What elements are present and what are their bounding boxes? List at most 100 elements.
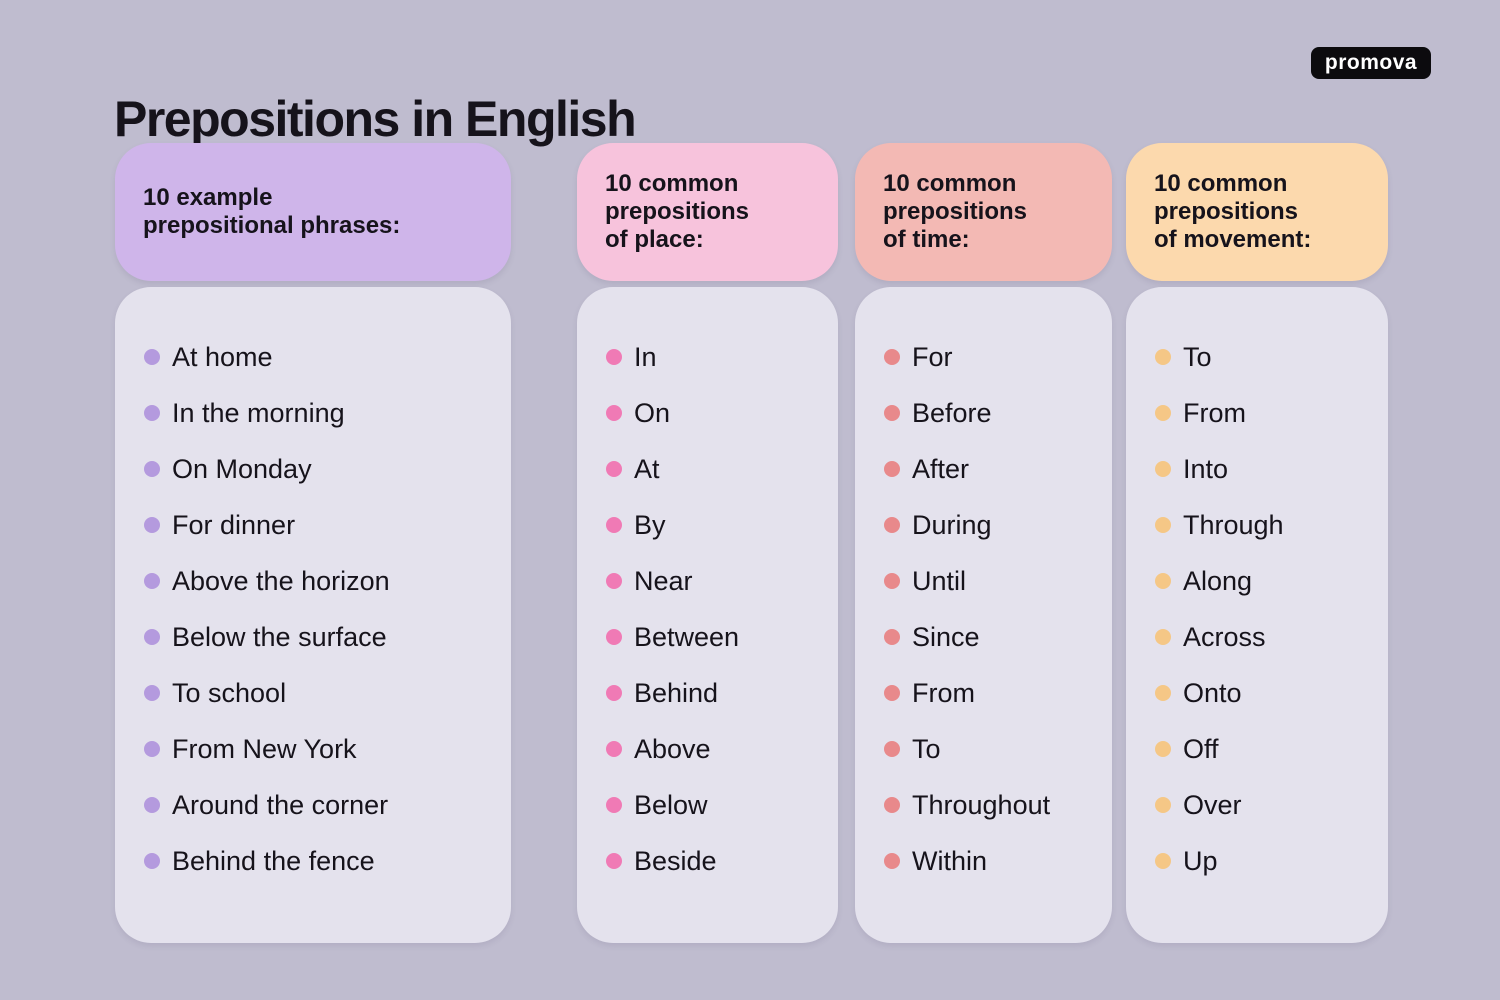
bullet-icon xyxy=(1155,853,1171,869)
list-item-label: Onto xyxy=(1183,677,1242,708)
column-list-prepositions-of-movement: To From Into Through Along Across Onto Off Over U… xyxy=(1126,287,1388,943)
list-item: From xyxy=(1155,398,1388,428)
list-item-label: For dinner xyxy=(172,509,296,540)
bullet-icon xyxy=(606,685,622,701)
list-item-label: In the morning xyxy=(172,397,345,428)
list-item: By xyxy=(606,509,838,540)
list-item-label: To school xyxy=(172,677,287,708)
list-item-label: Behind xyxy=(634,677,719,708)
bullet-icon xyxy=(144,741,160,757)
column-prepositional-phrases: 10 example prepositional phrases: At home I… xyxy=(115,143,511,943)
list-item-label: Within xyxy=(912,845,988,876)
bullet-icon xyxy=(144,685,160,701)
list-item: Throughout xyxy=(884,789,1112,820)
list-item-label: For xyxy=(912,341,953,372)
bullet-icon xyxy=(1155,629,1171,645)
list-item: Near xyxy=(606,566,838,596)
list-item-label: Below xyxy=(634,789,708,820)
list-item: In xyxy=(606,342,838,372)
bullet-icon xyxy=(1155,405,1171,421)
column-header-line: of movement: xyxy=(1154,226,1312,253)
list-item-label: Between xyxy=(634,621,740,652)
list-item: Until xyxy=(884,565,1112,596)
bullet-icon xyxy=(1155,685,1171,701)
list-item-label: Across xyxy=(1183,621,1266,652)
column-header-prepositions-of-movement: 10 common prepositions of movement: xyxy=(1126,143,1388,281)
list-item-label: Behind the fence xyxy=(172,845,375,876)
list-item-label: Before xyxy=(912,397,992,428)
list-item-label: Throughout xyxy=(912,789,1051,820)
bullet-icon xyxy=(1155,517,1171,533)
column-header-line: 10 common xyxy=(1154,170,1288,197)
bullet-icon xyxy=(884,629,900,645)
list-item-label: On Monday xyxy=(172,453,312,484)
list-item: Behind the fence xyxy=(144,845,511,876)
list-item: On Monday xyxy=(144,453,511,484)
list-item-label: Around the corner xyxy=(172,789,389,820)
bullet-icon xyxy=(144,349,160,365)
bullet-icon xyxy=(1155,797,1171,813)
bullet-icon xyxy=(1155,573,1171,589)
bullet-icon xyxy=(144,461,160,477)
column-prepositions-of-place: 10 common prepositions of place: In On At By Ne… xyxy=(577,143,838,943)
column-header-prepositions-of-place: 10 common prepositions of place: xyxy=(577,143,838,281)
list-item-label: Until xyxy=(912,565,967,596)
column-header-prepositional-phrases: 10 example prepositional phrases: xyxy=(115,143,511,281)
list-item: For dinner xyxy=(144,509,511,540)
column-list-prepositional-phrases: At home In the morning On Monday For dinner… xyxy=(115,287,511,943)
list-item-label: During xyxy=(912,509,992,540)
list-item-label: Beside xyxy=(634,845,717,876)
list-item: After xyxy=(884,454,1112,484)
bullet-icon xyxy=(884,405,900,421)
list-item-label: On xyxy=(634,397,671,428)
bullet-icon xyxy=(606,853,622,869)
column-header-line: prepositional phrases: xyxy=(143,212,401,239)
list-item: At xyxy=(606,454,838,484)
bullet-icon xyxy=(884,741,900,757)
bullet-icon xyxy=(606,405,622,421)
column-list-prepositions-of-time: For Before After During Until Since From To Thro… xyxy=(855,287,1112,943)
bullet-icon xyxy=(606,573,622,589)
bullet-icon xyxy=(144,517,160,533)
bullet-icon xyxy=(884,461,900,477)
list-item-label: Above xyxy=(634,733,711,764)
column-header-line: prepositions xyxy=(883,198,1028,225)
list-item: From New York xyxy=(144,733,511,764)
column-header-prepositions-of-time: 10 common prepositions of time: xyxy=(855,143,1112,281)
bullet-icon xyxy=(884,349,900,365)
list-item-label: Off xyxy=(1183,733,1219,764)
list-item: To school xyxy=(144,677,511,708)
bullet-icon xyxy=(606,517,622,533)
list-item-label: By xyxy=(634,509,666,540)
list-item: Up xyxy=(1155,846,1388,876)
column-header-line: of place: xyxy=(605,226,704,253)
list-item: Below xyxy=(606,789,838,820)
list-item: Over xyxy=(1155,790,1388,820)
list-item: Into xyxy=(1155,453,1388,484)
list-item: Beside xyxy=(606,845,838,876)
bullet-icon xyxy=(884,573,900,589)
list-item: Onto xyxy=(1155,677,1388,708)
list-item: Along xyxy=(1155,566,1388,596)
list-item: Off xyxy=(1155,733,1388,764)
column-header-line: 10 common xyxy=(605,170,739,197)
list-item: To xyxy=(884,734,1112,764)
promova-logo: promova xyxy=(1311,47,1431,79)
list-item-label: To xyxy=(1183,341,1212,372)
list-item: In the morning xyxy=(144,397,511,428)
list-item: Behind xyxy=(606,677,838,708)
column-prepositions-of-movement: 10 common prepositions of movement: To From I… xyxy=(1126,143,1388,943)
list-item: Below the surface xyxy=(144,622,511,652)
column-header-line: prepositions xyxy=(605,198,750,225)
column-header-line: 10 example xyxy=(143,184,273,211)
column-header-line: of time: xyxy=(883,226,970,253)
list-item: Around the corner xyxy=(144,789,511,820)
list-item-label: From New York xyxy=(172,733,357,764)
column-prepositions-of-time: 10 common prepositions of time: For Before Af… xyxy=(855,143,1112,943)
bullet-icon xyxy=(606,461,622,477)
list-item: During xyxy=(884,509,1112,540)
list-item: Before xyxy=(884,397,1112,428)
list-item-label: Into xyxy=(1183,453,1229,484)
bullet-icon xyxy=(606,629,622,645)
